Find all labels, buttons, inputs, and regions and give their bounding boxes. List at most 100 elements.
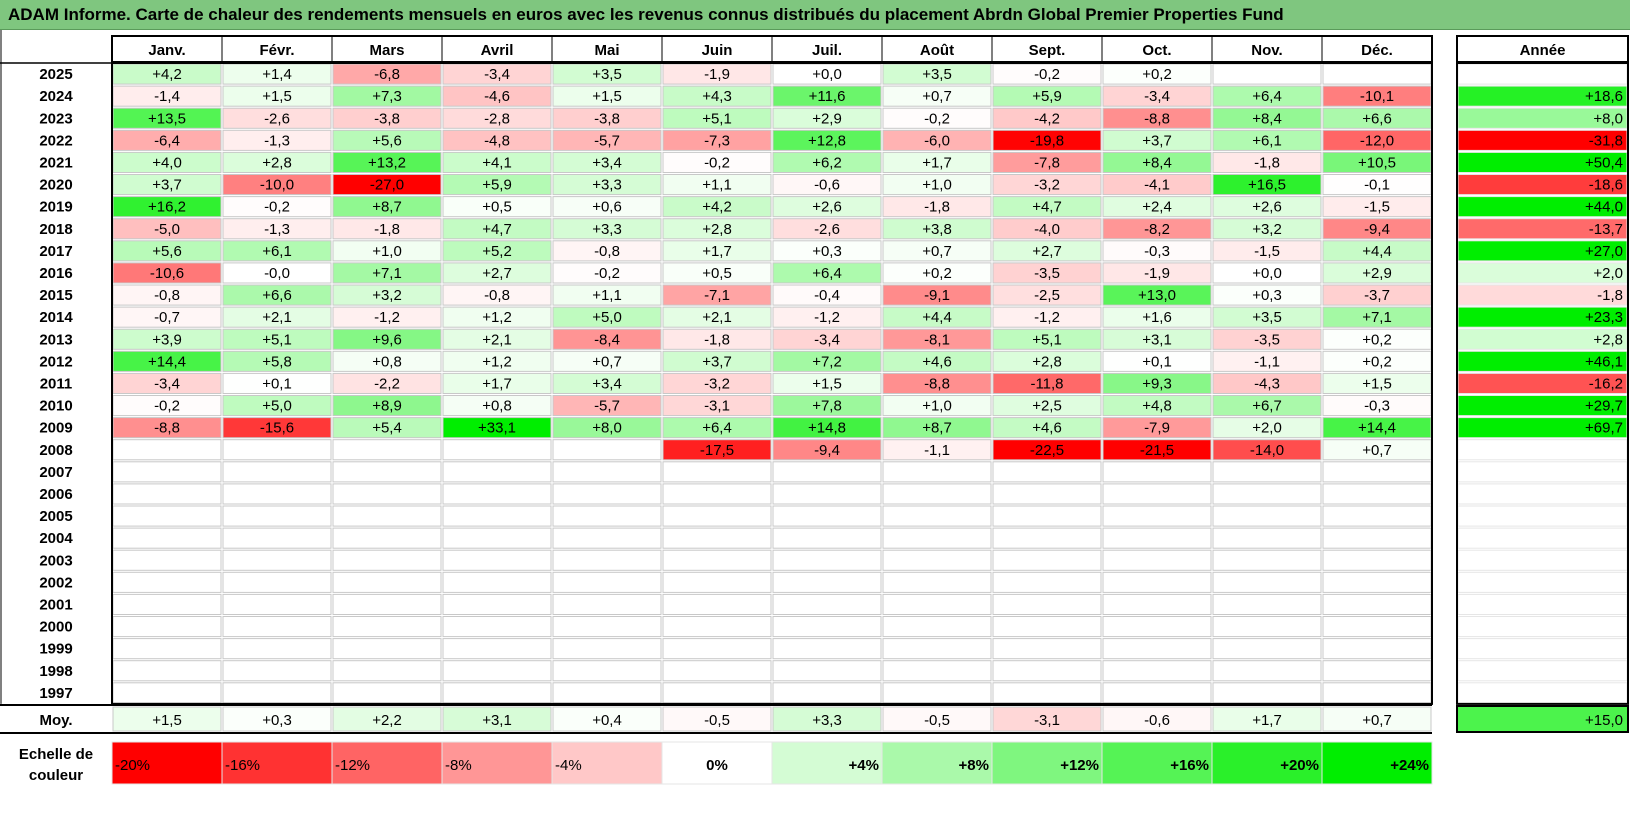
cell-value: +0,7: [922, 243, 952, 260]
cell-value: -4,1: [1144, 177, 1170, 194]
row-year-label: 2002: [39, 574, 72, 591]
heatmap-cell: [992, 616, 1102, 638]
heatmap-cell: [1212, 483, 1322, 505]
cell-value: -1,5: [1364, 199, 1390, 216]
scale-label: -12%: [335, 757, 370, 774]
cell-value: -3,4: [154, 375, 180, 392]
heatmap-cell: [552, 151, 662, 173]
cell-value: +3,4: [592, 154, 622, 171]
heatmap-cell: [1212, 461, 1322, 483]
cell-value: +4,4: [922, 309, 952, 326]
annual-value: +69,7: [1585, 420, 1623, 437]
cell-value: +0,1: [1142, 353, 1172, 370]
row-year-label: 2023: [39, 110, 72, 127]
heatmap-cell: [222, 306, 332, 328]
heatmap-cell: [442, 505, 552, 527]
cell-value: +3,5: [592, 66, 622, 83]
cell-value: +9,6: [372, 331, 402, 348]
heatmap-cell: [882, 616, 992, 638]
heatmap-cell: [1102, 395, 1212, 417]
heatmap-cell: [332, 129, 442, 151]
cell-value: -22,5: [1030, 442, 1064, 459]
heatmap-cell: [882, 284, 992, 306]
cell-value: -1,9: [1144, 265, 1170, 282]
heatmap-cell: [882, 306, 992, 328]
heatmap-cell: [552, 660, 662, 682]
heatmap-cell: [442, 85, 552, 107]
cell-value: -3,4: [484, 66, 510, 83]
heatmap-cell: [1102, 240, 1212, 262]
heatmap-cell: [332, 682, 442, 704]
cell-value: -4,8: [484, 132, 510, 149]
cell-value: +14,4: [148, 353, 186, 370]
cell-value: +5,6: [152, 243, 182, 260]
cell-value: +3,3: [592, 177, 622, 194]
heatmap-cell: [772, 284, 882, 306]
heatmap-cell: [772, 129, 882, 151]
average-cell: [1102, 706, 1212, 732]
cell-value: -4,0: [1034, 221, 1060, 238]
column-header: Juil.: [812, 42, 842, 59]
annual-value: +2,8: [1593, 331, 1623, 348]
annual-value: -1,8: [1597, 287, 1623, 304]
heatmap-cell: [222, 505, 332, 527]
heatmap-cell: [772, 549, 882, 571]
cell-value: +0,7: [1362, 442, 1392, 459]
cell-value: -6,4: [154, 132, 180, 149]
heatmap-cell: [332, 284, 442, 306]
annual-value: +44,0: [1585, 199, 1623, 216]
heatmap-cell: [992, 174, 1102, 196]
heatmap-cell: [332, 660, 442, 682]
heatmap-cell: [992, 417, 1102, 439]
cell-value: +1,0: [922, 398, 952, 415]
cell-value: -2,6: [814, 221, 840, 238]
heatmap-cell: [992, 196, 1102, 218]
cell-value: +1,2: [482, 353, 512, 370]
cell-value: -3,5: [1254, 331, 1280, 348]
cell-value: +10,5: [1358, 154, 1396, 171]
heatmap-cell: [222, 682, 332, 704]
annual-value: +8,0: [1593, 110, 1623, 127]
scale-label: +8%: [959, 757, 989, 774]
heatmap-cell: [552, 549, 662, 571]
heatmap-cell: [1212, 262, 1322, 284]
heatmap-cell: [552, 350, 662, 372]
heatmap-cell: [1322, 638, 1432, 660]
cell-value: -0,6: [814, 177, 840, 194]
heatmap-cell: [222, 616, 332, 638]
average-cell: [772, 706, 882, 732]
heatmap-cell: [772, 527, 882, 549]
scale-label: +20%: [1280, 757, 1319, 774]
row-year-label: 2021: [39, 154, 72, 171]
row-year-label: 2024: [39, 88, 73, 105]
cell-value: -12,0: [1360, 132, 1394, 149]
heatmap-cell: [552, 218, 662, 240]
cell-value: -1,3: [264, 132, 290, 149]
cell-value: +2,7: [482, 265, 512, 282]
heatmap-cell: [1102, 284, 1212, 306]
row-year-label: 2009: [39, 420, 72, 437]
heatmap-cell: [772, 638, 882, 660]
average-cell: [222, 706, 332, 732]
heatmap-cell: [1212, 284, 1322, 306]
heatmap-cell: [772, 660, 882, 682]
row-year-label: 2025: [39, 66, 72, 83]
heatmap-cell: [662, 439, 772, 461]
cell-value: +7,1: [372, 265, 402, 282]
heatmap-cell: [552, 593, 662, 616]
cell-value: +2,6: [1252, 199, 1282, 216]
cell-value: +1,1: [592, 287, 622, 304]
cell-value: +0,7: [922, 88, 952, 105]
average-cell: [992, 706, 1102, 732]
row-year-label: 2022: [39, 132, 72, 149]
heatmap-cell: [552, 306, 662, 328]
cell-value: +2,7: [1032, 243, 1062, 260]
cell-value: +2,1: [482, 331, 512, 348]
annual-value: +50,4: [1585, 154, 1623, 171]
heatmap-cell: [1212, 196, 1322, 218]
heatmap-cell: [882, 682, 992, 704]
row-year-label: 1998: [39, 663, 72, 680]
cell-value: -0,2: [924, 110, 950, 127]
heatmap-cell: [442, 174, 552, 196]
heatmap-cell: [332, 593, 442, 616]
